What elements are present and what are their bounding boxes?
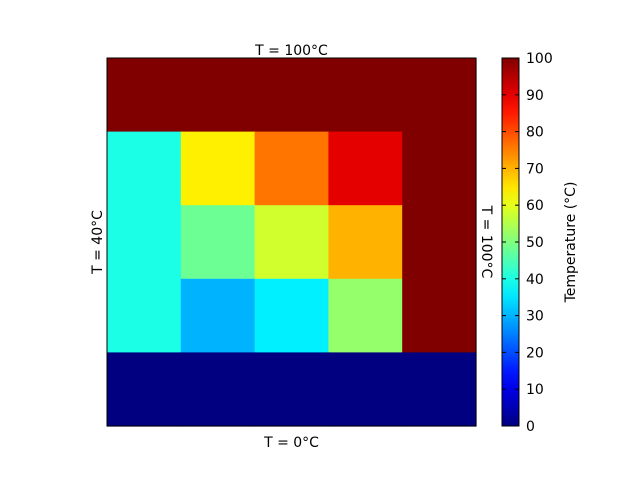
colorbar-tick-label: 10: [526, 382, 544, 398]
heatmap-cell: [107, 352, 182, 427]
colorbar-tick-label: 40: [526, 272, 544, 288]
left-boundary-label: T = 40°C: [90, 210, 106, 275]
heatmap-cell: [180, 131, 256, 206]
heatmap-cell: [107, 131, 182, 206]
right-boundary-label: T = 100°C: [478, 205, 494, 279]
colorbar-tick-label: 90: [526, 88, 544, 104]
heatmap-cell: [107, 58, 182, 133]
heatmap-cell: [107, 205, 182, 280]
heatmap-cell: [180, 205, 256, 280]
colorbar-tick-label: 50: [526, 235, 544, 251]
colorbar-ticks: 0 10 20 30 40 50 60 70 80 90 100: [502, 51, 553, 435]
plot-frame: [106, 57, 477, 427]
colorbar-tick-label: 30: [526, 309, 544, 325]
heatmap-cell: [328, 205, 403, 280]
heatmap-cell: [328, 131, 403, 206]
heatmap-cell: [328, 352, 403, 427]
bottom-boundary-label: T = 0°C: [263, 435, 319, 451]
heatmap-cell: [328, 58, 403, 133]
colorbar-tick-label: 100: [526, 51, 553, 67]
heatmap-cell: [402, 58, 477, 133]
heatmap-cell: [254, 131, 329, 206]
heatmap-cell: [402, 278, 477, 353]
heatmap-cell: [180, 58, 256, 133]
heatmap-cell: [402, 352, 477, 427]
heatmap-cells: [107, 58, 477, 427]
heatmap-cell: [254, 352, 329, 427]
top-boundary-label: T = 100°C: [254, 43, 328, 59]
heatmap-cell: [402, 131, 477, 206]
heatmap-cell: [254, 58, 329, 133]
colorbar-tick-label: 20: [526, 345, 544, 361]
heatmap-cell: [254, 205, 329, 280]
heatmap-cell: [254, 278, 329, 353]
colorbar-tick-label: 70: [526, 161, 544, 177]
heatmap-cell: [402, 205, 477, 280]
heatmap-cell: [180, 352, 256, 427]
heatmap-cell: [328, 278, 403, 353]
colorbar-tick-label: 0: [526, 419, 535, 435]
colorbar-tick-label: 80: [526, 125, 544, 141]
colorbar-tick-label: 60: [526, 198, 544, 214]
heatmap-cell: [180, 278, 256, 353]
heatmap-cell: [107, 278, 182, 353]
colorbar-label: Temperature (°C): [563, 182, 579, 304]
